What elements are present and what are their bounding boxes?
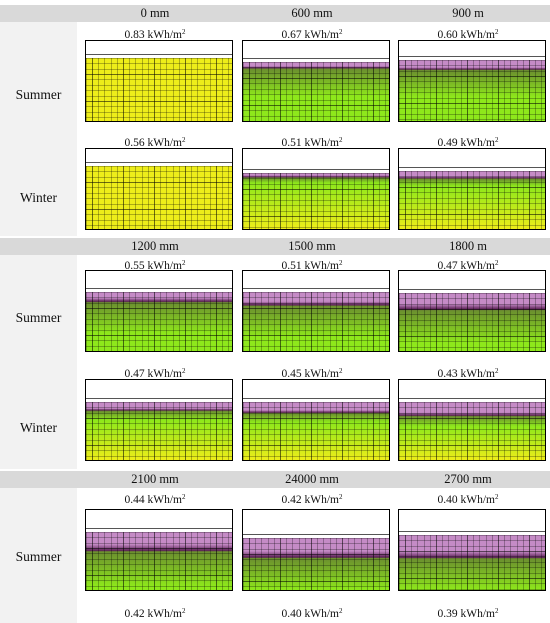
simulation-panel-surface-line — [399, 289, 545, 290]
simulation-panel-surface-line — [399, 167, 545, 168]
simulation-panel-mesh — [243, 402, 389, 460]
simulation-panel-void — [399, 380, 545, 402]
energy-value-bottom: 0.40 kWh/m2 — [281, 607, 343, 620]
simulation-panel-surface-line — [243, 398, 389, 399]
column-header-row-3: 2100 mm 24000 mm 2700 mm — [0, 471, 550, 488]
row-label-summer: Summer — [15, 310, 62, 325]
energy-value: 0.40 kWh/m2 — [437, 493, 499, 506]
column-header: 2100 mm — [131, 472, 179, 486]
energy-value: 0.67 kWh/m2 — [281, 28, 343, 41]
label-column-2 — [0, 255, 77, 469]
energy-value: 0.55 kWh/m2 — [124, 259, 186, 272]
simulation-panel-void — [399, 149, 545, 171]
energy-value-bottom: 0.39 kWh/m2 — [437, 607, 499, 620]
simulation-panel-surface-line — [243, 534, 389, 535]
simulation-panel-surface-line — [86, 54, 232, 55]
label-column-3 — [0, 488, 77, 623]
simulation-panel-surface-line — [86, 288, 232, 289]
energy-value: 0.51 kWh/m2 — [281, 136, 343, 149]
energy-value: 0.47 kWh/m2 — [124, 367, 186, 380]
simulation-panel — [398, 270, 546, 352]
simulation-panel-mesh — [243, 173, 389, 229]
energy-value: 0.45 kWh/m2 — [281, 367, 343, 380]
simulation-panel — [242, 509, 390, 591]
energy-value-bottom: 0.42 kWh/m2 — [124, 607, 186, 620]
simulation-panel-void — [399, 41, 545, 60]
simulation-panel-surface-line — [243, 169, 389, 170]
simulation-panel-mesh — [243, 538, 389, 590]
simulation-panel-void — [86, 41, 232, 58]
simulation-panel — [398, 148, 546, 230]
energy-value: 0.43 kWh/m2 — [437, 367, 499, 380]
simulation-panel — [85, 379, 233, 461]
energy-value: 0.44 kWh/m2 — [124, 493, 186, 506]
energy-value: 0.60 kWh/m2 — [437, 28, 499, 41]
simulation-panel — [85, 270, 233, 352]
energy-value: 0.49 kWh/m2 — [437, 136, 499, 149]
column-header: 900 m — [452, 6, 484, 20]
simulation-panel — [398, 379, 546, 461]
simulation-panel-mesh — [86, 166, 232, 229]
simulation-panel-surface-line — [399, 56, 545, 57]
simulation-panel — [242, 148, 390, 230]
energy-value: 0.51 kWh/m2 — [281, 259, 343, 272]
simulation-panel-void — [86, 149, 232, 166]
simulation-panel — [398, 509, 546, 591]
row-label-winter: Winter — [20, 420, 57, 435]
simulation-panel-mesh — [86, 402, 232, 460]
simulation-panel-mesh — [399, 535, 545, 590]
simulation-panel — [242, 40, 390, 122]
label-column-1 — [0, 22, 77, 236]
simulation-panel-mesh — [86, 58, 232, 121]
column-header: 2700 mm — [444, 472, 492, 486]
simulation-panel-surface-line — [86, 398, 232, 399]
simulation-panel-mesh — [86, 292, 232, 351]
energy-value: 0.83 kWh/m2 — [124, 28, 186, 41]
simulation-panel-mesh — [399, 402, 545, 460]
column-header: 0 mm — [140, 6, 170, 20]
simulation-panel-void — [399, 271, 545, 293]
simulation-panel-surface-line — [86, 528, 232, 529]
simulation-panel-void — [243, 271, 389, 292]
simulation-panel-void — [243, 41, 389, 62]
simulation-panel-void — [86, 510, 232, 532]
simulation-panel-void — [86, 271, 232, 292]
row-label-summer: Summer — [15, 549, 62, 564]
column-header: 24000 mm — [285, 472, 339, 486]
simulation-panel-surface-line — [399, 398, 545, 399]
simulation-panel — [242, 379, 390, 461]
column-header-row-1: 0 mm 600 mm 900 m — [0, 5, 550, 22]
column-header: 600 mm — [291, 6, 333, 20]
row-label-summer: Summer — [15, 87, 62, 102]
simulation-panel-surface-line — [86, 162, 232, 163]
column-header: 1800 m — [449, 239, 487, 253]
simulation-panel — [85, 509, 233, 591]
simulation-panel-surface-line — [399, 531, 545, 532]
simulation-panel — [85, 40, 233, 122]
simulation-panel-mesh — [243, 62, 389, 121]
simulation-panel-mesh — [243, 292, 389, 351]
simulation-panel-surface-line — [243, 288, 389, 289]
column-header: 1500 mm — [288, 239, 336, 253]
simulation-panel — [242, 270, 390, 352]
simulation-panel-mesh — [399, 171, 545, 229]
column-header: 1200 mm — [131, 239, 179, 253]
simulation-panel-surface-line — [243, 58, 389, 59]
simulation-panel — [85, 148, 233, 230]
simulation-panel-mesh — [399, 60, 545, 121]
energy-value: 0.42 kWh/m2 — [281, 493, 343, 506]
simulation-panel-void — [86, 380, 232, 402]
simulation-panel — [398, 40, 546, 122]
simulation-panel-void — [399, 510, 545, 535]
simulation-panel-mesh — [86, 532, 232, 590]
column-header-row-2: 1200 mm 1500 mm 1800 m — [0, 238, 550, 255]
simulation-panel-void — [243, 380, 389, 402]
energy-value: 0.56 kWh/m2 — [124, 136, 186, 149]
energy-value: 0.47 kWh/m2 — [437, 259, 499, 272]
simulation-panel-void — [243, 510, 389, 538]
simulation-panel-mesh — [399, 293, 545, 351]
row-label-winter: Winter — [20, 190, 57, 205]
